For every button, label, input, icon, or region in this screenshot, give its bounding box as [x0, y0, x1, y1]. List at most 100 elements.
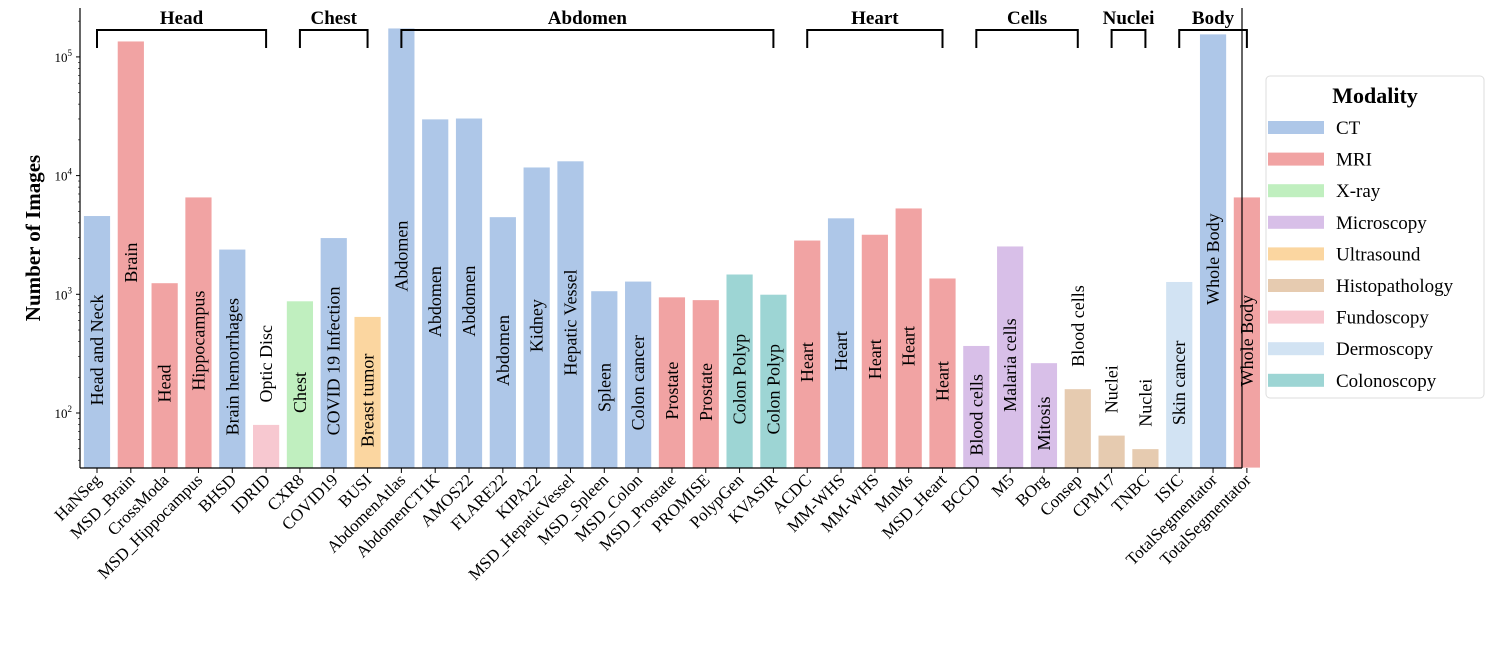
y-tick-label: 103: [55, 285, 73, 302]
bar-label: Abdomen: [391, 221, 411, 292]
bar-label: Heart: [865, 339, 885, 379]
legend-label: Fundoscopy: [1336, 308, 1429, 329]
y-tick-label: 105: [55, 48, 73, 65]
group-label: Abdomen: [548, 8, 628, 29]
legend-label: X-ray: [1336, 181, 1381, 202]
bar-borg: [1030, 362, 1058, 469]
bar-isic: [1165, 281, 1194, 469]
bar-amos22: [455, 117, 483, 469]
bar-label: Prostate: [662, 362, 682, 420]
bar-label: Heart: [933, 361, 953, 401]
legend-swatch: [1268, 215, 1324, 229]
legend-swatch: [1268, 247, 1324, 261]
x-tick-label: TNBC: [1108, 470, 1153, 515]
bar-label: Blood cells: [966, 374, 986, 456]
bar-label: Spleen: [594, 363, 614, 412]
legend-swatch: [1268, 373, 1324, 387]
bar-label: Malaria cells: [1000, 318, 1020, 411]
bar-abdomenatlas: [387, 27, 416, 469]
bar-label: Blood cells: [1068, 285, 1088, 367]
legend-label: Colonoscopy: [1336, 371, 1437, 392]
bar-msd_heart: [928, 277, 957, 469]
axes: 102 103 104 105: [55, 8, 1248, 473]
bar-kvasir: [759, 293, 788, 469]
legend-swatch: [1268, 121, 1324, 134]
bar-label: Abdomen: [493, 315, 513, 386]
x-tick-labels: HaNSegMSD_BrainCrossModaMSD_HippocampusB…: [51, 470, 1255, 584]
group-label: Head: [160, 8, 204, 29]
bar-mm-whs: [827, 217, 855, 469]
legend-label: CT: [1336, 118, 1361, 139]
bar-hanseg: [83, 215, 111, 469]
bracket-head: [96, 29, 268, 48]
bar-msd_colon: [624, 280, 653, 469]
bar-label: Heart: [831, 331, 851, 371]
bar-label: Brain: [121, 243, 141, 283]
bar-label: Heart: [899, 326, 919, 366]
legend-swatch: [1268, 184, 1324, 198]
bar-label: Whole Body: [1203, 213, 1223, 305]
bar-label: Head: [155, 365, 175, 403]
bar-label: Colon Polyp: [730, 334, 750, 425]
bar-label: Skin cancer: [1169, 341, 1189, 425]
group-label: Body: [1192, 8, 1235, 29]
bar-label: Breast tumor: [358, 354, 378, 447]
bar-promise: [691, 299, 720, 469]
bar-totalsegmentator: [1232, 196, 1261, 469]
legend-swatch: [1268, 342, 1324, 356]
bar-label: Abdomen: [425, 266, 445, 337]
bar-label: Hippocampus: [188, 291, 208, 391]
bar-msd_spleen: [590, 290, 619, 469]
legend-label: Microscopy: [1336, 213, 1427, 234]
bar-label: Colon cancer: [628, 335, 648, 430]
bar-label: Prostate: [696, 363, 716, 421]
bar-label: Head and Neck: [87, 294, 107, 405]
legend-title: Modality: [1332, 83, 1418, 108]
bracket-heart: [806, 29, 944, 48]
bar-abdomenct1k: [421, 118, 450, 469]
bar-label: Hepatic Vessel: [560, 269, 580, 375]
group-label: Nuclei: [1103, 8, 1155, 29]
bar-label: Heart: [797, 342, 817, 382]
y-tick-label: 102: [55, 404, 73, 421]
bar-label: Nuclei: [1102, 365, 1122, 413]
bracket-cells: [975, 29, 1079, 48]
legend-swatch: [1268, 279, 1324, 292]
bar-label: Abdomen: [459, 266, 479, 337]
bracket-chest: [298, 29, 369, 48]
bar-msd_prostate: [658, 296, 686, 469]
bar-label: Chest: [290, 372, 310, 413]
bar-label: COVID 19 Infection: [324, 286, 344, 435]
legend-swatch: [1268, 310, 1324, 324]
bar-m5: [996, 245, 1025, 469]
legend: Modality CT MRI X-ray Microscopy Ultrasound Hi…: [1265, 75, 1485, 399]
bar-label: Optic Disc: [256, 325, 276, 402]
bracket-abdomen: [400, 29, 775, 48]
bar-kipa22: [522, 166, 551, 469]
bar-idrid: [252, 424, 281, 469]
legend-label: Dermoscopy: [1336, 339, 1434, 360]
x-tick-label: IDRID: [227, 470, 274, 517]
bar-mm-whs: [860, 233, 889, 469]
bar-label: Whole Body: [1237, 295, 1257, 387]
legend-label: MRI: [1336, 150, 1372, 171]
bar-label: Kidney: [527, 299, 547, 352]
x-tick-label: BCCD: [938, 470, 984, 516]
y-axis-label: Number of Images: [21, 155, 45, 321]
legend-label: Ultrasound: [1336, 244, 1421, 265]
bar-msd_brain: [116, 40, 145, 469]
legend-label: Histopathology: [1336, 276, 1454, 297]
bar-covid19: [319, 237, 348, 469]
bracket-body: [1178, 29, 1248, 48]
bar-polypgen: [725, 273, 754, 469]
bar-acdc: [793, 239, 822, 469]
bar-tnbc: [1131, 448, 1160, 469]
group-label: Heart: [851, 8, 899, 29]
bar-bccd: [962, 345, 991, 469]
bar-mnms: [894, 207, 923, 469]
bar-label: Nuclei: [1135, 379, 1155, 427]
bar-crossmoda: [150, 282, 179, 469]
bar-label: Colon Polyp: [763, 344, 783, 435]
bar-msd_hippocampus: [184, 196, 213, 469]
